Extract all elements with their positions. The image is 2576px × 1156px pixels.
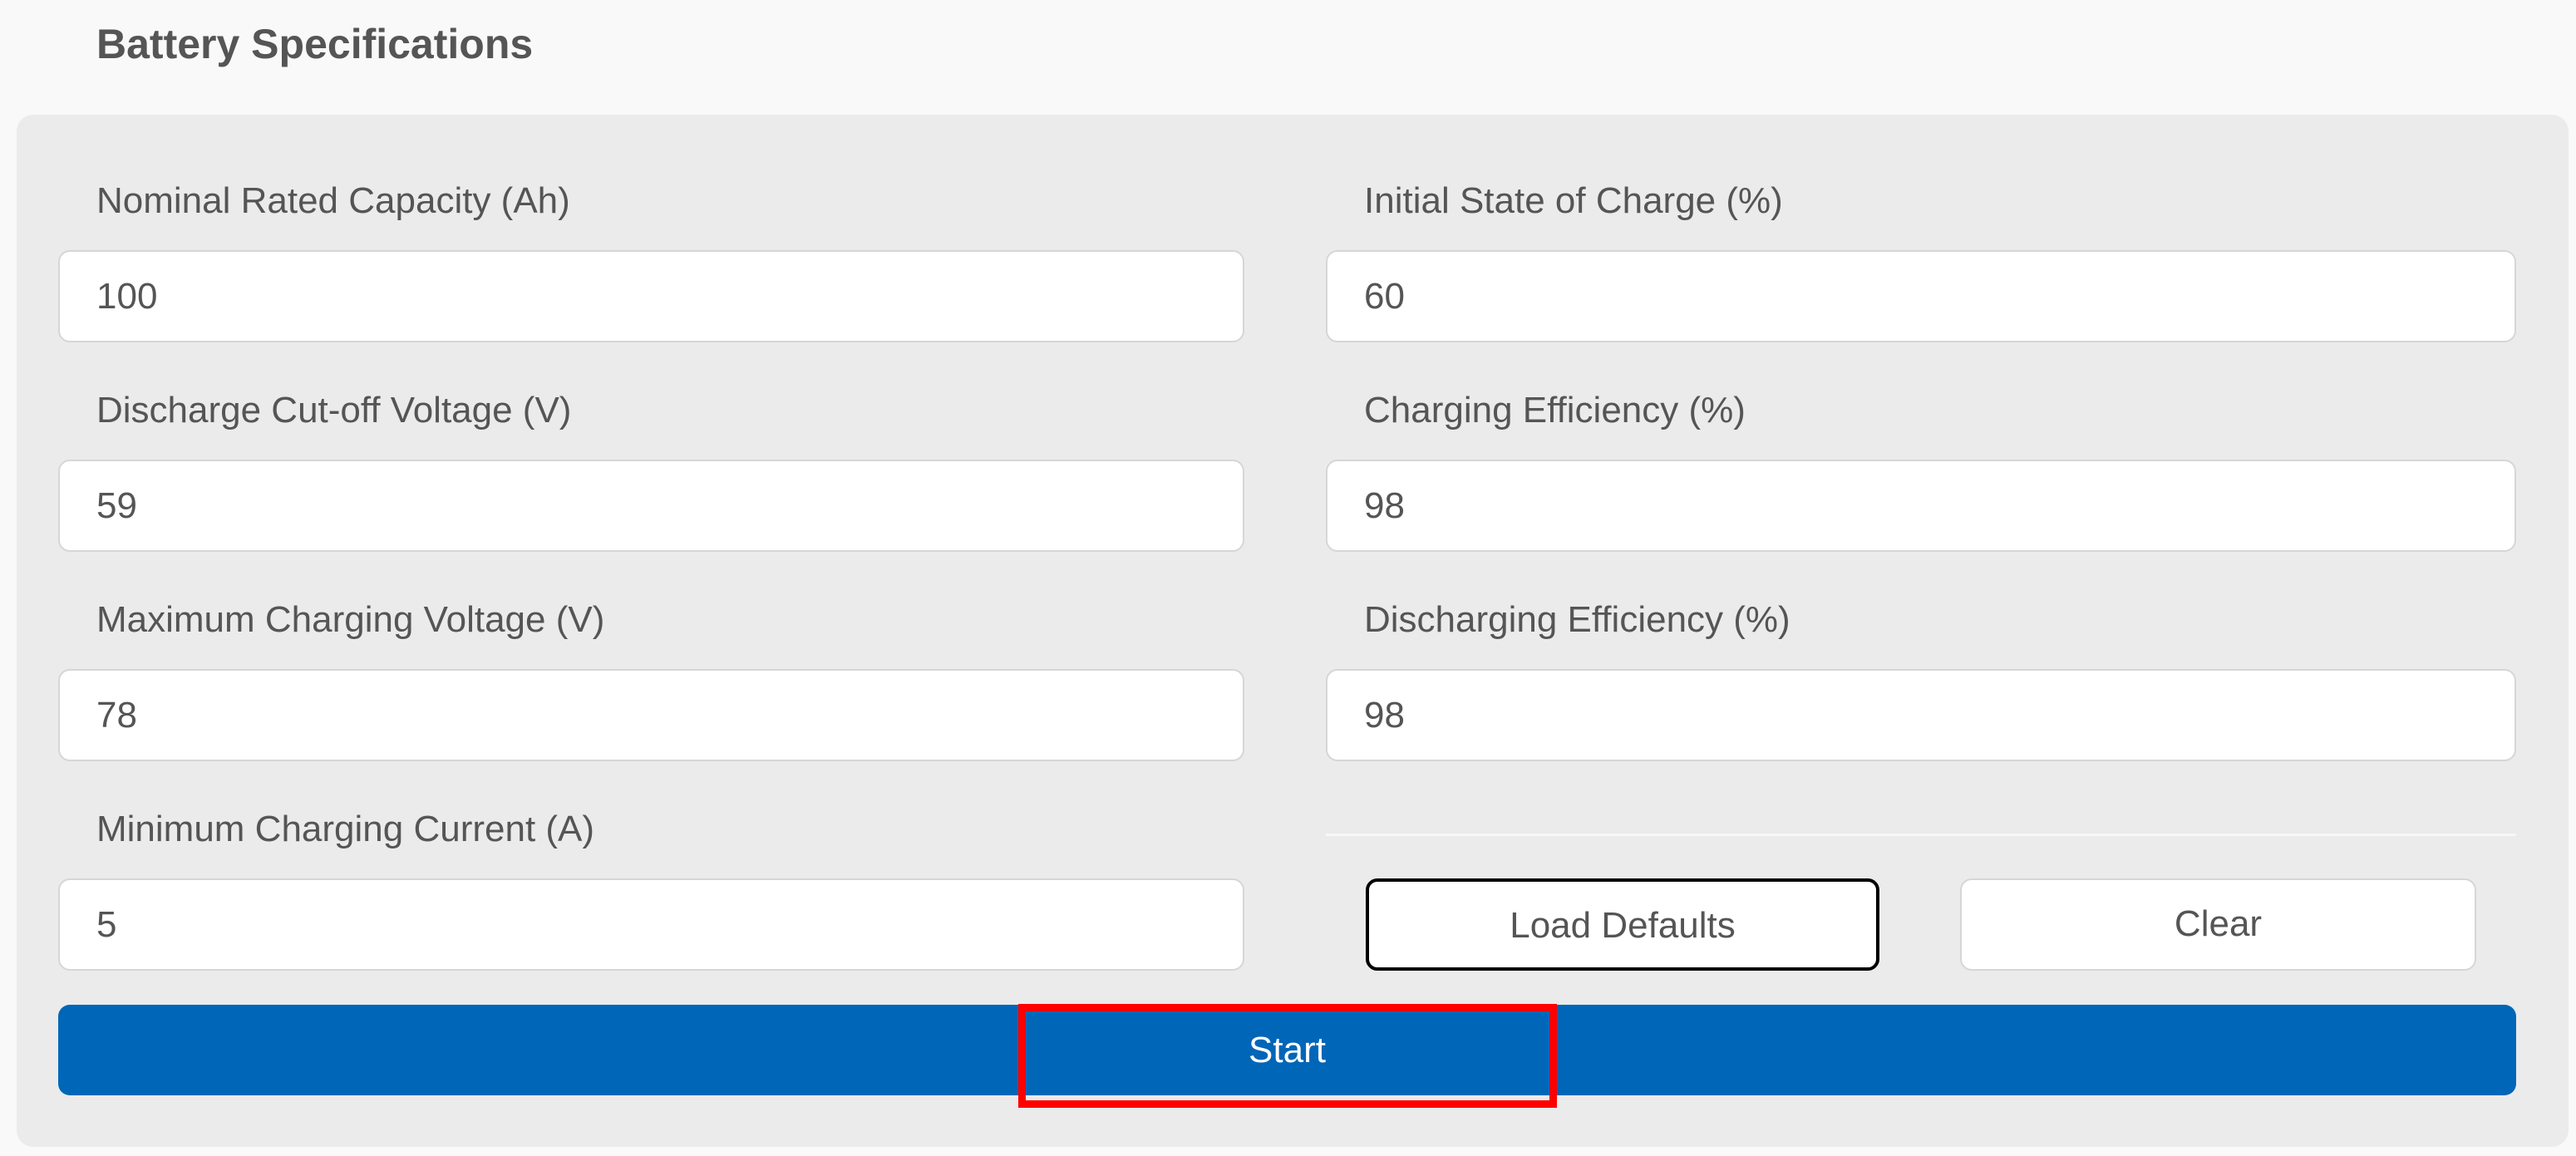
discharge-cutoff-input[interactable] — [58, 460, 1244, 552]
initial-soc-label: Initial State of Charge (%) — [1364, 180, 1783, 221]
battery-spec-panel: Nominal Rated Capacity (Ah) Initial Stat… — [17, 115, 2569, 1147]
discharging-efficiency-input[interactable] — [1326, 669, 2516, 761]
max-charging-voltage-label: Maximum Charging Voltage (V) — [96, 599, 605, 640]
charging-efficiency-input[interactable] — [1326, 460, 2516, 552]
max-charging-voltage-input[interactable] — [58, 669, 1244, 761]
divider — [1326, 834, 2516, 836]
clear-button[interactable]: Clear — [1960, 878, 2476, 971]
nominal-capacity-input[interactable] — [58, 250, 1244, 342]
section-title: Battery Specifications — [96, 21, 534, 67]
discharging-efficiency-label: Discharging Efficiency (%) — [1364, 599, 1790, 640]
initial-soc-input[interactable] — [1326, 250, 2516, 342]
start-button[interactable]: Start — [58, 1005, 2516, 1095]
min-charging-current-input[interactable] — [58, 878, 1244, 971]
load-defaults-button[interactable]: Load Defaults — [1366, 878, 1879, 971]
nominal-capacity-label: Nominal Rated Capacity (Ah) — [96, 180, 570, 221]
min-charging-current-label: Minimum Charging Current (A) — [96, 809, 595, 849]
discharge-cutoff-label: Discharge Cut-off Voltage (V) — [96, 390, 572, 430]
charging-efficiency-label: Charging Efficiency (%) — [1364, 390, 1746, 430]
